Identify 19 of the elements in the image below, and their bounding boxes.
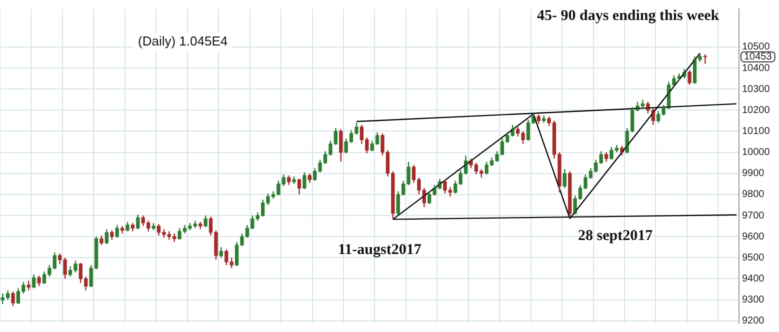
y-tick-label: 10500	[742, 42, 770, 53]
y-tick-label: 10100	[742, 126, 770, 137]
y-tick-label: 9300	[742, 294, 765, 306]
annotation: 28 sept2017	[578, 228, 654, 244]
text: 10453	[744, 52, 772, 63]
y-tick-label: 9700	[742, 210, 765, 222]
annotation: (Daily) 1.045E4	[138, 34, 228, 49]
y-tick-label: 9900	[742, 168, 765, 180]
annotation: 45- 90 days ending this week	[537, 8, 720, 24]
y-tick-label: 10000	[742, 147, 770, 158]
y-tick-label: 9400	[742, 273, 765, 284]
y-tick-label: 10300	[742, 84, 770, 95]
y-tick-label: 10200	[742, 104, 770, 116]
annotation: 11-augst2017	[338, 242, 422, 258]
y-tick-label: 9600	[742, 231, 765, 242]
y-tick-label: 9800	[742, 189, 765, 200]
y-tick-label: 9200	[742, 316, 765, 327]
y-tick-label: 10400	[742, 62, 770, 74]
y-tick-label: 9500	[742, 252, 765, 264]
